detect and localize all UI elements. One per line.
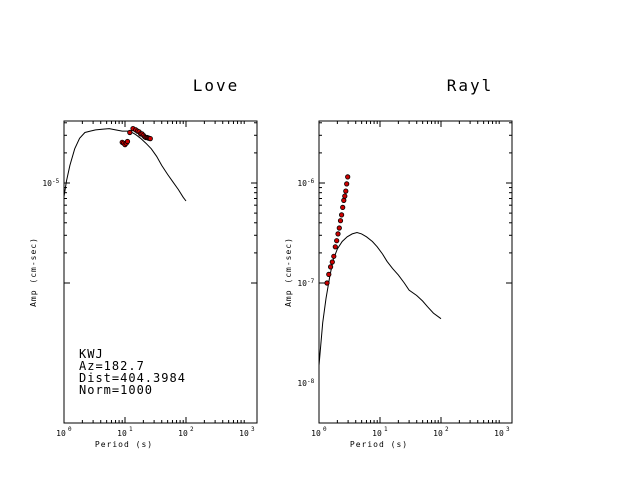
rayl-x-tick-exponent: 1 [384, 426, 388, 433]
love-data-point [124, 138, 131, 145]
rayl-data-point [326, 271, 332, 277]
rayl-series [318, 174, 442, 366]
love-y-tick-exponent: -5 [52, 178, 60, 185]
rayl-x-tick-exponent: 3 [506, 426, 510, 433]
rayl-plot-frame [318, 120, 513, 424]
station-code: KWJ [79, 347, 104, 361]
rayl-data-point [327, 264, 334, 270]
rayl-data-point [342, 193, 348, 199]
rayl-x-tick-exponent: 0 [323, 426, 327, 433]
rayl-x-tick-exponent: 2 [445, 426, 449, 433]
rayl-data-point [331, 253, 337, 259]
rayl-data-point [338, 212, 345, 218]
rayl-data-point [345, 174, 351, 180]
rayl-y-tick-label: 10 [297, 279, 307, 288]
love-x-ticks: 10 0 10 1 10 2 10 3 [56, 121, 255, 438]
rayl-y-tick-exponent: -7 [307, 278, 315, 285]
rayl-title: Rayl [447, 76, 494, 95]
rayl-data-point [340, 204, 346, 210]
love-data-point [127, 129, 133, 136]
love-x-tick-label: 10 [178, 429, 188, 438]
rayl-x-tick-label: 10 [494, 429, 504, 438]
love-series [63, 126, 187, 202]
love-x-axis-label: Period (s) [95, 440, 153, 449]
distance-text: Dist=404.3984 [79, 371, 186, 385]
rayl-data-point [344, 181, 350, 187]
love-x-tick-exponent: 1 [129, 426, 133, 433]
rayl-data-point [324, 280, 330, 286]
love-x-tick-label: 10 [117, 429, 127, 438]
love-x-tick-exponent: 0 [68, 426, 72, 433]
love-x-tick-label: 10 [56, 429, 66, 438]
station-info: KWJ Az=182.7 Dist=404.3984 Norm=1000 [79, 347, 186, 397]
love-x-tick-exponent: 3 [251, 426, 255, 433]
love-plot-frame [63, 120, 258, 424]
rayl-y-tick-label: 10 [297, 179, 307, 188]
love-data-point [147, 136, 153, 142]
rayl-y-tick-exponent: -6 [307, 178, 315, 185]
rayl-x-tick-label: 10 [311, 429, 321, 438]
rayl-x-tick-label: 10 [433, 429, 443, 438]
love-x-tick-exponent: 2 [190, 426, 194, 433]
rayl-panel: Rayl 10 0 10 1 10 2 10 3 10-610-710-8 Period (s… [284, 76, 513, 449]
love-title: Love [193, 76, 240, 95]
norm-text: Norm=1000 [79, 383, 153, 397]
rayl-y-tick-label: 10 [297, 379, 307, 388]
rayl-data-point [341, 197, 347, 203]
rayl-data-point [336, 225, 342, 231]
love-panel: Love 10 0 10 1 10 2 10 3 10 -5 Period (s) Amp (c… [29, 76, 258, 449]
rayl-y-tick-exponent: -8 [307, 378, 315, 385]
rayl-data-point [329, 259, 335, 265]
rayl-data-point [343, 188, 349, 194]
rayl-y-axis-label: Amp (cm-sec) [284, 237, 293, 307]
rayl-x-axis-label: Period (s) [350, 440, 408, 449]
rayl-data-point [334, 238, 340, 244]
rayl-x-tick-label: 10 [372, 429, 382, 438]
love-y-axis-label: Amp (cm-sec) [29, 237, 38, 307]
rayl-y-ticks: 10-610-710-8 [297, 122, 512, 388]
love-x-tick-label: 10 [239, 429, 249, 438]
rayl-data-point [337, 218, 344, 224]
rayl-model-curve [318, 231, 442, 366]
rayl-data-point [332, 244, 338, 250]
rayl-data-point [335, 231, 341, 237]
love-y-tick-label: 10 [42, 179, 52, 188]
love-model-curve [63, 128, 187, 202]
azimuth-text: Az=182.7 [79, 359, 145, 373]
rayl-x-ticks: 10 0 10 1 10 2 10 3 [311, 121, 510, 438]
